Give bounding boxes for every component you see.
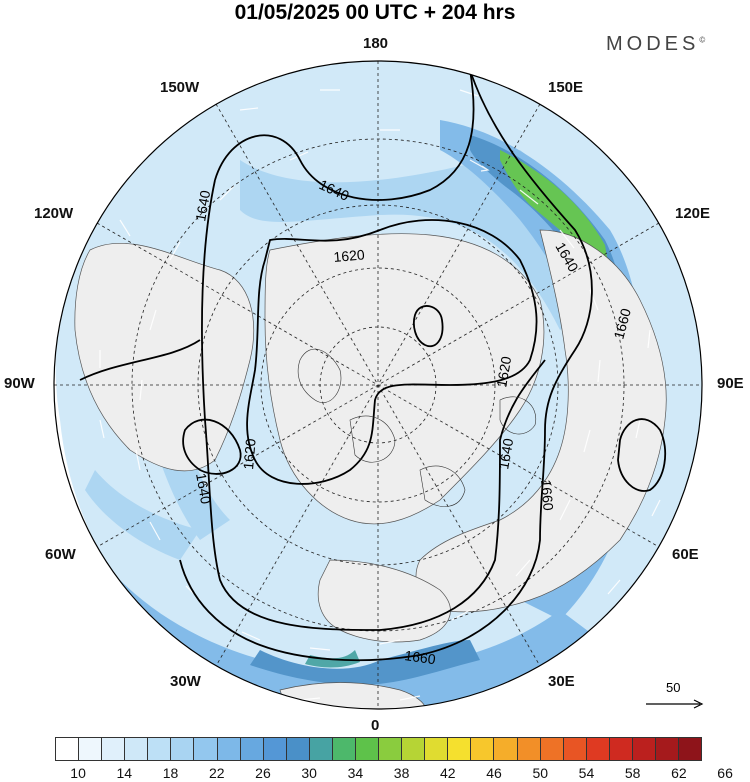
contour-label: 1620 — [493, 355, 514, 389]
reference-vector-label: 50 — [666, 680, 681, 695]
colorbar-cell — [239, 737, 263, 761]
lon-label-60w: 60W — [45, 546, 76, 563]
reference-vector: 50 — [640, 680, 710, 720]
lon-label-90w: 90W — [4, 375, 35, 392]
colorbar-cell — [678, 737, 703, 761]
land-asia — [415, 229, 667, 613]
land-masses — [74, 229, 667, 709]
lon-label-90e: 90E — [717, 375, 744, 392]
lon-label-180: 180 — [363, 35, 389, 52]
brand-logo: MODES© — [606, 33, 705, 56]
colorbar-cell — [655, 737, 679, 761]
colorbar-tick-label: 22 — [208, 765, 225, 781]
reference-arrow-icon — [646, 699, 704, 709]
colorbar-cell — [562, 737, 586, 761]
colorbar-tick-label: 10 — [70, 765, 86, 781]
colorbar-tick-label: 38 — [393, 765, 410, 781]
contour-1620-west — [182, 418, 242, 475]
colorbar-cell — [170, 737, 194, 761]
colorbar — [55, 737, 703, 761]
colorbar-cell — [401, 737, 425, 761]
colorbar-cell — [101, 737, 125, 761]
colorbar-cell — [424, 737, 448, 761]
colorbar-cell — [216, 737, 240, 761]
colorbar-cell — [147, 737, 171, 761]
land-europe — [317, 559, 451, 643]
map-title: 01/05/2025 00 UTC + 204 hrs — [234, 1, 516, 24]
colorbar-cell — [378, 737, 402, 761]
lon-label-150w: 150W — [160, 79, 200, 96]
colorbar-tick-label: 54 — [578, 765, 595, 781]
contour-label: 1620 — [240, 438, 259, 471]
colorbar-tick-label: 66 — [717, 765, 733, 781]
brand-text: MODES — [606, 33, 700, 55]
contour-label: 1660 — [538, 479, 557, 512]
colorbar-tick-label: 34 — [347, 765, 364, 781]
contour-label: 1640 — [193, 472, 214, 506]
lon-label-30w: 30W — [170, 673, 201, 690]
lon-label-0: 0 — [371, 717, 380, 734]
contour-label: 1640 — [495, 437, 516, 471]
colorbar-cell — [631, 737, 656, 761]
colorbar-tick-label: 62 — [671, 765, 687, 781]
lon-label-60e: 60E — [672, 546, 699, 563]
contour-label: 1660 — [610, 306, 634, 340]
colorbar-cell — [262, 737, 286, 761]
colorbar-cell — [539, 737, 563, 761]
colorbar-tick-label: 46 — [486, 765, 502, 781]
contour-1660 — [179, 69, 593, 662]
colorbar-cell — [355, 737, 379, 761]
colorbar-tick-label: 58 — [624, 765, 641, 781]
height-contours — [79, 69, 667, 662]
colorbar-cell — [285, 737, 309, 761]
colorbar-cell — [447, 737, 471, 761]
contour-label: 1660 — [404, 647, 437, 667]
lon-label-120w: 120W — [34, 205, 74, 222]
contour-1640-north — [214, 69, 475, 201]
colorbar-cell — [585, 737, 609, 761]
colorbar-tick-label: 42 — [440, 765, 456, 781]
lon-label-150e: 150E — [548, 79, 584, 96]
colorbar-cell — [493, 737, 517, 761]
colorbar-tick-label: 50 — [532, 765, 549, 781]
lon-label-120e: 120E — [675, 205, 711, 222]
contour-1620-pole — [412, 305, 444, 348]
contour-1640-main — [201, 179, 546, 631]
map-border — [53, 60, 703, 710]
colorbar-cell — [308, 737, 332, 761]
colorbar-tick-label: 14 — [116, 765, 133, 781]
brand-mark: © — [699, 35, 706, 45]
colorbar-ticks: 10141822263034384246505458626670 — [55, 765, 733, 782]
colorbar-cell — [470, 737, 494, 761]
colorbar-cell — [78, 737, 102, 761]
contour-label: 1640 — [192, 189, 213, 223]
colorbar-cell — [516, 737, 540, 761]
lon-label-30e: 30E — [548, 673, 575, 690]
colorbar-cell — [124, 737, 148, 761]
colorbar-cell — [608, 737, 632, 761]
colorbar-cell — [331, 737, 356, 761]
meridians — [54, 61, 702, 709]
colorbar-cell — [55, 737, 79, 761]
colorbar-cell — [193, 737, 217, 761]
contour-1640-west-ext — [79, 339, 201, 381]
contour-1660-east — [617, 418, 667, 492]
contour-label: 1620 — [333, 246, 366, 265]
colorbar-tick-label: 18 — [162, 765, 179, 781]
colorbar-tick-label: 26 — [255, 765, 271, 781]
colorbar-tick-label: 30 — [301, 765, 317, 781]
land-arctic — [264, 233, 545, 525]
wind-vectors — [99, 89, 661, 701]
land-africa — [279, 682, 427, 709]
land-north-america — [74, 242, 255, 472]
contour-1620-center — [246, 219, 538, 485]
